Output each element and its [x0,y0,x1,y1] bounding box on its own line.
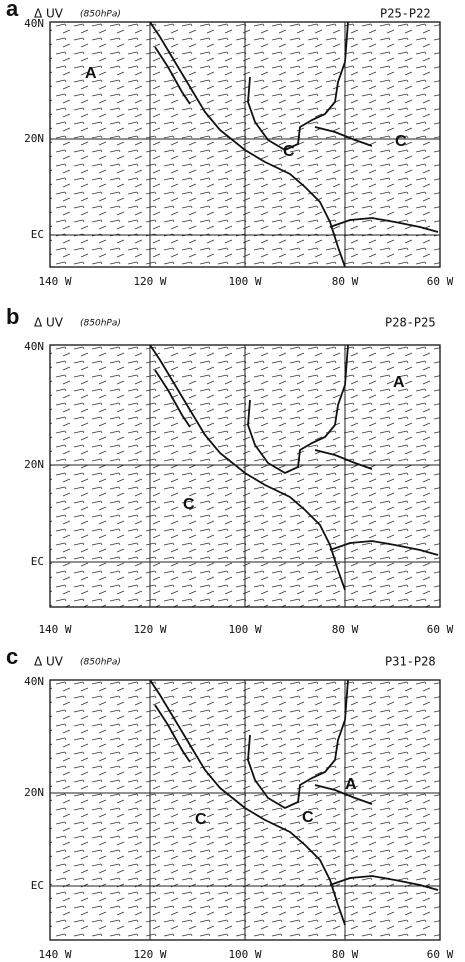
panel: a Δ UV (850hPa) P25-P22 A C C 140 W 120 W… [6,0,454,288]
y-tick-label: 20N [24,458,44,471]
panel-letter: b [6,304,19,329]
center-label: A [85,65,97,82]
level-label: (850hPa) [80,658,121,668]
panel-letter: a [6,0,19,21]
grid [50,680,440,940]
center-label: C [302,809,314,826]
y-tick-label: 40N [24,340,44,353]
grid [50,345,440,607]
center-label: C [195,811,207,828]
level-label: (850hPa) [80,319,121,329]
center-label: C [395,133,407,150]
x-tick-label: 140 W [38,948,71,961]
panel: c Δ UV (850hPa) P31-P28 A C C 140 W 120 W… [6,644,454,961]
x-tick-label: 120 W [133,275,166,288]
grid [50,22,440,267]
center-label: A [345,776,357,793]
y-tick-label: EC [31,228,44,241]
x-tick-label: 120 W [133,623,166,636]
x-tick-label: 60 W [427,275,454,288]
x-tick-label: 80 W [332,623,359,636]
x-tick-label: 80 W [332,948,359,961]
panel: b Δ UV (850hPa) P28-P25 A C 140 W 120 W 10… [6,304,454,636]
center-label: C [283,143,295,160]
x-tick-label: 60 W [427,623,454,636]
y-tick-label: 40N [24,17,44,30]
y-tick-label: EC [31,879,44,892]
field-label: Δ UV [34,7,64,21]
panel-letter: c [6,644,18,669]
center-label: C [183,496,195,513]
field-label: Δ UV [34,316,64,330]
x-tick-label: 100 W [228,623,261,636]
y-tick-label: 20N [24,786,44,799]
y-tick-label: EC [31,555,44,568]
period-label: P31-P28 [385,655,436,669]
x-tick-label: 100 W [228,275,261,288]
y-tick-label: 20N [24,132,44,145]
x-tick-label: 140 W [38,275,71,288]
level-label: (850hPa) [80,10,121,20]
period-label: P25-P22 [380,7,431,21]
field-label: Δ UV [34,655,64,669]
x-tick-label: 120 W [133,948,166,961]
x-tick-label: 100 W [228,948,261,961]
x-tick-label: 140 W [38,623,71,636]
y-tick-label: 40N [24,675,44,688]
x-tick-label: 80 W [332,275,359,288]
x-tick-label: 60 W [427,948,454,961]
center-label: A [393,374,405,391]
period-label: P28-P25 [385,316,436,330]
